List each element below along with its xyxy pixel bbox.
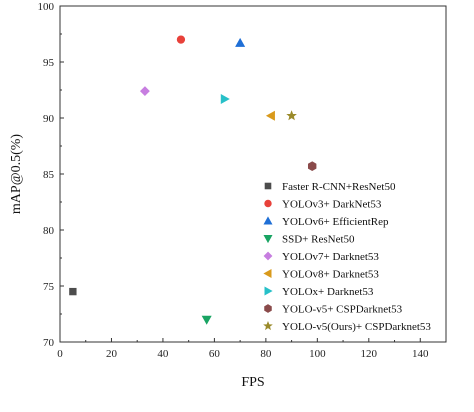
legend-label: YOLO-v5(Ours)+ CSPDarknet53 <box>282 321 431 333</box>
x-tick-label: 20 <box>106 348 118 360</box>
legend-label: YOLOx+ Darknet53 <box>282 286 374 298</box>
y-tick-label: 100 <box>38 1 55 13</box>
x-axis-title: FPS <box>241 375 264 390</box>
x-tick-label: 120 <box>361 348 378 360</box>
legend-marker <box>264 304 272 313</box>
x-tick-label: 60 <box>209 348 221 360</box>
y-tick-label: 70 <box>43 337 55 349</box>
data-point <box>201 315 212 325</box>
data-point <box>220 93 230 104</box>
y-tick-label: 75 <box>43 281 55 293</box>
data-points <box>69 35 317 325</box>
y-tick-label: 80 <box>43 225 55 237</box>
legend-label: YOLOv3+ DarkNet53 <box>282 199 382 211</box>
legend-label: Faster R-CNN+ResNet50 <box>282 181 396 193</box>
legend-label: YOLOv7+ Darknet53 <box>282 251 379 263</box>
legend-marker <box>264 182 272 190</box>
legend-marker <box>263 235 273 244</box>
legend-marker <box>263 251 273 261</box>
x-tick-label: 140 <box>412 348 429 360</box>
legend: Faster R-CNN+ResNet50 YOLOv3+ DarkNet53 YO… <box>263 181 431 333</box>
legend-label: YOLO-v5+ CSPDarknet53 <box>282 304 403 316</box>
x-tick-label: 100 <box>309 348 326 360</box>
legend-marker <box>264 286 273 296</box>
legend-label: SSD+ ResNet50 <box>282 234 355 246</box>
legend-label: YOLOv6+ EfficientRep <box>282 216 389 228</box>
data-point <box>139 86 150 97</box>
x-tick-label: 0 <box>57 348 63 360</box>
legend-marker <box>263 216 273 225</box>
y-tick-label: 95 <box>43 57 55 69</box>
data-point <box>69 287 77 296</box>
legend-label: YOLOv8+ Darknet53 <box>282 269 379 281</box>
data-point <box>235 37 246 47</box>
axes <box>59 5 447 343</box>
x-tick-label: 80 <box>260 348 272 360</box>
x-tick-label: 40 <box>157 348 169 360</box>
data-point <box>286 110 297 121</box>
data-point <box>307 161 317 172</box>
y-tick-label: 85 <box>43 169 55 181</box>
legend-marker <box>263 268 272 279</box>
plot-frame <box>59 5 447 343</box>
y-axis-title: mAP@0.5(%) <box>9 134 24 215</box>
legend-marker <box>264 199 272 208</box>
data-point <box>176 35 186 44</box>
data-point <box>265 110 275 121</box>
y-tick-label: 90 <box>43 113 55 125</box>
ticks: 0 20 40 60 80 100 120 140 70 75 80 85 90 95 100 <box>38 1 430 360</box>
legend-marker <box>263 320 273 331</box>
